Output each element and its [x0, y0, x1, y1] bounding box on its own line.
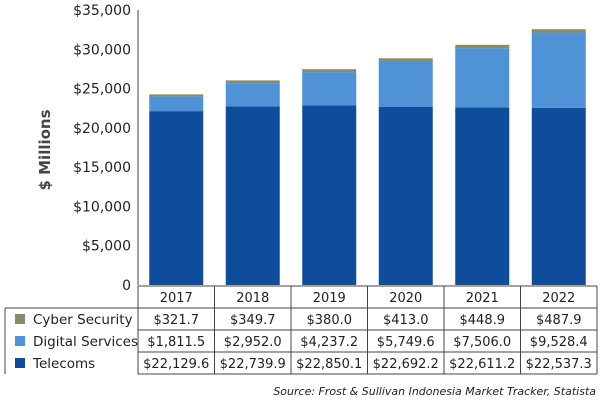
data-label: $5,749.6 [377, 335, 435, 350]
data-label: $413.0 [383, 313, 429, 328]
y-tick-label: $30,000 [73, 42, 131, 58]
y-tick-label: $15,000 [73, 160, 131, 176]
bar-cyber-security-2018 [225, 80, 280, 84]
bar-digital-services-2020 [378, 61, 433, 107]
source-note: Source: Frost & Sullivan Indonesia Marke… [273, 385, 596, 398]
data-label: $9,528.4 [530, 335, 588, 350]
bar-cyber-security-2019 [302, 69, 357, 73]
legend-swatch [15, 358, 25, 368]
data-label: $22,739.9 [220, 357, 286, 372]
data-label: $22,850.1 [296, 357, 362, 372]
data-label: $448.9 [460, 313, 506, 328]
x-tick-label: 2018 [236, 291, 269, 306]
data-label: $7,506.0 [453, 335, 511, 350]
bar-digital-services-2017 [149, 96, 204, 112]
bar-telecoms-2019 [302, 105, 357, 285]
x-tick-label: 2017 [160, 291, 193, 306]
bar-digital-services-2022 [531, 33, 586, 108]
y-tick-label: $5,000 [82, 239, 131, 255]
x-tick-label: 2022 [542, 291, 575, 306]
data-label: $22,611.2 [449, 357, 515, 372]
data-label: $4,237.2 [300, 335, 358, 350]
bar-digital-services-2019 [302, 72, 357, 106]
bar-cyber-security-2020 [378, 58, 433, 62]
bar-telecoms-2021 [455, 107, 510, 285]
bar-telecoms-2018 [225, 106, 280, 286]
bar-telecoms-2020 [378, 106, 433, 286]
x-tick-label: 2020 [389, 291, 422, 306]
bar-telecoms-2022 [531, 107, 586, 286]
bar-digital-services-2018 [225, 83, 280, 107]
data-label: $22,692.2 [373, 357, 439, 372]
data-label: $380.0 [307, 313, 353, 328]
bar-digital-services-2021 [455, 48, 510, 108]
legend-swatch [15, 314, 25, 324]
data-label: $2,952.0 [224, 335, 282, 350]
y-tick-label: 0 [122, 278, 131, 294]
y-tick-label: $25,000 [73, 82, 131, 98]
x-tick-label: 2019 [313, 291, 346, 306]
legend-swatch [15, 336, 25, 346]
data-label: $487.9 [536, 313, 582, 328]
bar-cyber-security-2022 [531, 29, 586, 34]
x-tick-label: 2021 [466, 291, 499, 306]
y-axis-label: $ Millions [36, 109, 54, 190]
y-tick-label: $20,000 [73, 121, 131, 137]
bar-telecoms-2017 [149, 111, 204, 285]
legend-label: Digital Services [33, 334, 138, 350]
data-label: $22,129.6 [143, 357, 209, 372]
bar-cyber-security-2021 [455, 44, 510, 49]
y-tick-label: $35,000 [73, 3, 131, 19]
legend-label: Cyber Security [33, 312, 133, 328]
data-label: $349.7 [230, 313, 276, 328]
legend-label: Telecoms [32, 356, 95, 372]
y-tick-label: $10,000 [73, 199, 131, 215]
bar-cyber-security-2017 [149, 94, 204, 97]
data-label: $22,537.3 [526, 357, 592, 372]
data-label: $321.7 [154, 313, 200, 328]
data-label: $1,811.5 [147, 335, 205, 350]
